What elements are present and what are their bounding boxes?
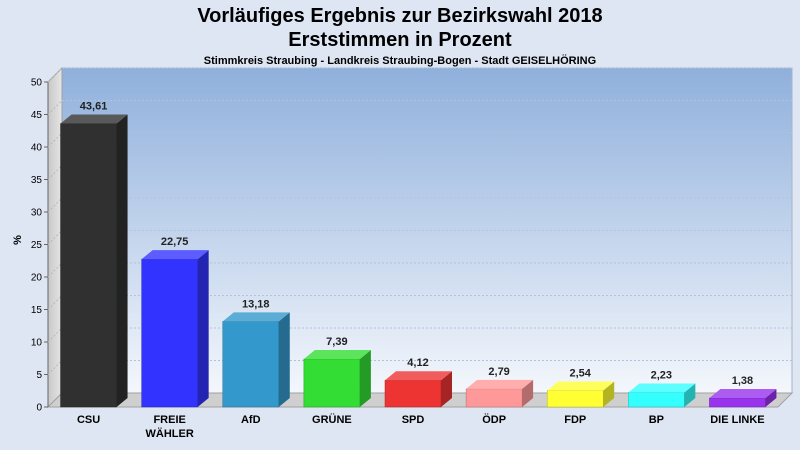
bar-value-label: 22,75	[161, 236, 189, 248]
bar-front	[546, 390, 604, 408]
bar	[465, 379, 534, 408]
bar-top	[466, 379, 534, 389]
y-tick-label: 5	[36, 370, 42, 381]
x-category-label: BP	[649, 414, 664, 426]
bar-front	[141, 258, 198, 408]
bar-front	[303, 358, 361, 408]
bar-value-label: 2,54	[570, 367, 592, 379]
bar-front	[465, 388, 523, 408]
y-axis-label: %	[12, 235, 24, 245]
gridline-side	[47, 132, 63, 148]
x-category-label: GRÜNE	[312, 413, 352, 426]
gridline-side	[47, 100, 63, 115]
bar-value-label: 1,38	[732, 375, 753, 387]
gridline-side	[47, 327, 63, 343]
x-category-label: ÖDP	[482, 413, 506, 426]
bar	[628, 383, 696, 408]
y-tick-label: 40	[31, 143, 43, 154]
bar-value-label: 43,61	[80, 101, 108, 113]
bar-value-label: 7,39	[326, 336, 347, 348]
bar	[222, 312, 290, 408]
bar	[546, 381, 615, 408]
bar-side	[197, 250, 209, 407]
bar-value-label: 2,23	[651, 370, 672, 382]
bar-side	[359, 349, 371, 407]
gridline-side	[47, 197, 63, 213]
bar-side	[603, 381, 615, 407]
bar	[384, 371, 452, 408]
bar-side	[278, 312, 290, 407]
gridline-side	[47, 230, 63, 245]
gridline-side	[47, 262, 63, 278]
bar	[60, 114, 128, 408]
gridline-side	[47, 67, 63, 83]
bar-front	[628, 392, 685, 408]
gridline-side	[47, 360, 63, 375]
x-category-label: FREIE	[153, 414, 185, 426]
y-tick-label: 30	[31, 208, 43, 219]
x-category-label: CSU	[77, 414, 100, 426]
x-category-label: WÄHLER	[146, 427, 194, 440]
bar-front	[60, 123, 117, 408]
bar	[303, 349, 371, 408]
x-category-label: DIE LINKE	[710, 414, 764, 426]
bar-top	[303, 349, 371, 359]
bar-value-label: 2,79	[488, 366, 509, 378]
y-tick-label: 15	[31, 305, 43, 316]
bar-top	[628, 383, 696, 393]
bar	[141, 250, 209, 408]
y-tick-label: 20	[31, 273, 43, 284]
gridline-side	[47, 165, 63, 180]
chart-subtitle: Erststimmen in Prozent	[288, 29, 512, 51]
y-tick-label: 0	[36, 403, 42, 414]
bar-side	[765, 389, 777, 407]
bar-top	[141, 250, 209, 260]
chart-location: Stimmkreis Straubing - Landkreis Straubi…	[203, 55, 597, 67]
bar-top	[60, 114, 128, 124]
bar-top	[385, 371, 452, 381]
bar-front	[222, 321, 280, 408]
bar-side	[441, 371, 452, 407]
y-tick-label: 50	[31, 78, 43, 89]
x-category-label: SPD	[402, 414, 425, 426]
y-tick-label: 45	[31, 110, 43, 121]
bar-value-label: 4,12	[407, 357, 428, 369]
x-category-label: AfD	[241, 414, 261, 426]
bar	[709, 389, 777, 408]
bar-top	[709, 389, 777, 399]
bar-front	[709, 397, 766, 408]
bar-side	[522, 379, 534, 407]
y-tick-label: 25	[31, 240, 43, 251]
bar-side	[684, 383, 696, 407]
x-category-label: FDP	[564, 414, 586, 426]
chart-title: Vorläufiges Ergebnis zur Bezirkswahl 201…	[197, 5, 603, 27]
y-tick-label: 10	[31, 338, 43, 349]
bar-value-label: 13,18	[242, 298, 270, 310]
bar-side	[116, 114, 128, 407]
bar-top	[222, 312, 290, 322]
gridline-side	[47, 295, 63, 310]
y-tick-label: 35	[31, 175, 43, 186]
bar-top	[547, 381, 615, 391]
bar-front	[384, 379, 442, 408]
